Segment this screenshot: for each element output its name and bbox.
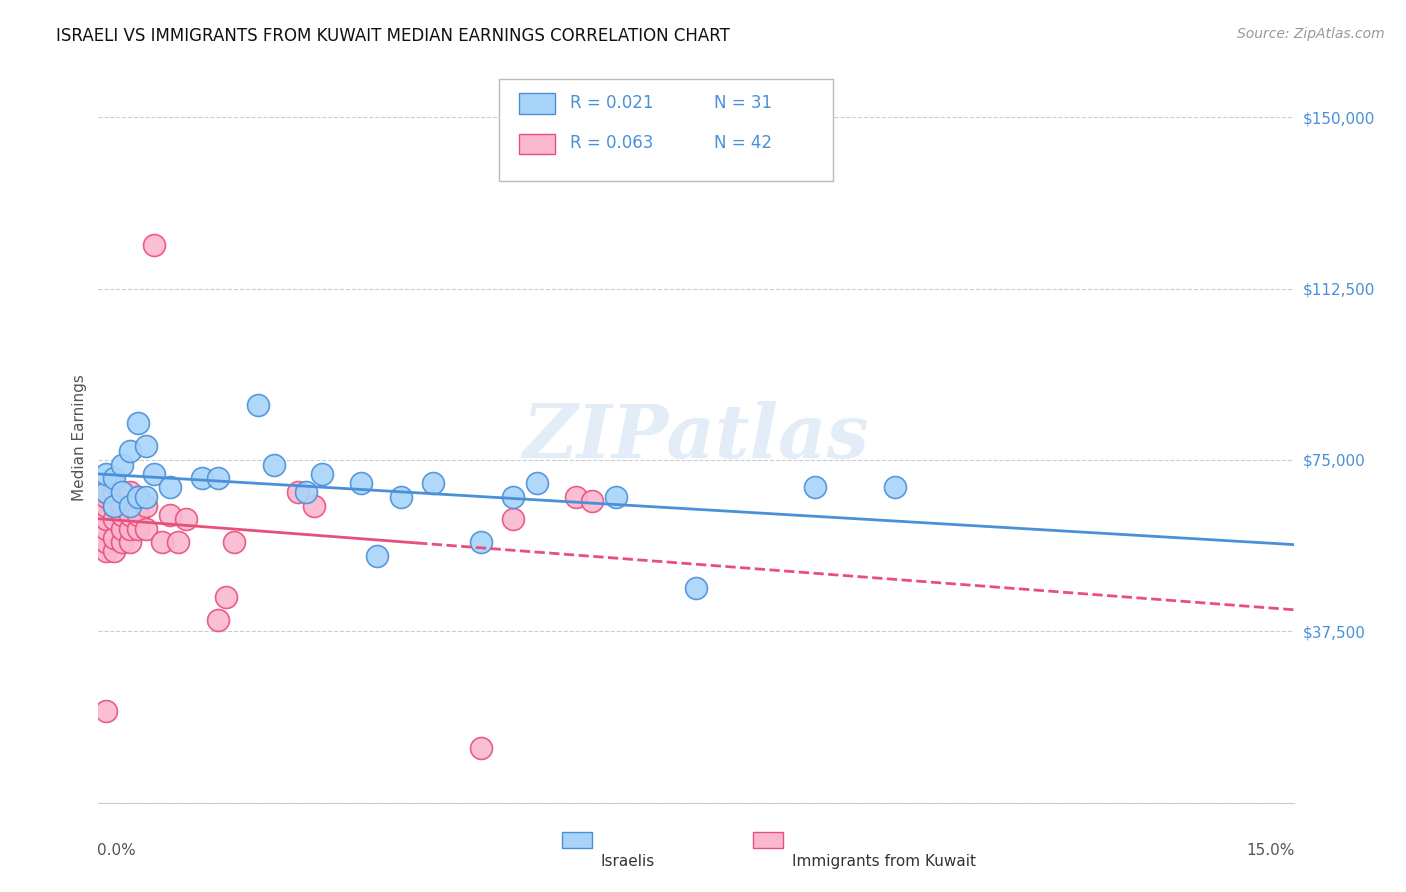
Point (103, 499, 125, 513)
Point (311, 467, 333, 481)
Point (127, 521, 149, 535)
Y-axis label: Median Earnings: Median Earnings (72, 374, 87, 500)
FancyBboxPatch shape (519, 134, 555, 154)
Point (103, 499, 125, 513)
Point (103, 531, 125, 545)
Point (294, 484, 316, 499)
Point (246, 398, 269, 412)
Point (111, 484, 134, 499)
Point (263, 458, 285, 472)
Point (565, 490, 588, 504)
Point (159, 508, 181, 522)
Point (215, 590, 238, 604)
Text: R = 0.021: R = 0.021 (571, 94, 654, 112)
Point (96, 490, 118, 504)
Point (96, 512, 118, 526)
Point (127, 417, 149, 431)
Point (120, 508, 142, 522)
Point (605, 490, 627, 504)
Point (526, 475, 548, 490)
Point (884, 480, 907, 494)
Point (685, 581, 707, 595)
Point (111, 508, 134, 522)
Point (111, 484, 134, 499)
Point (135, 439, 157, 453)
Point (143, 467, 166, 481)
Text: 15.0%: 15.0% (1246, 843, 1295, 858)
Point (143, 238, 166, 252)
Point (135, 490, 157, 504)
Point (111, 458, 134, 472)
FancyBboxPatch shape (519, 94, 555, 114)
Point (470, 740, 492, 755)
Point (127, 508, 149, 522)
Point (804, 480, 827, 494)
FancyBboxPatch shape (754, 832, 783, 848)
Point (103, 544, 125, 558)
Text: Immigrants from Kuwait: Immigrants from Kuwait (792, 854, 976, 869)
Point (96, 521, 118, 535)
Text: R = 0.063: R = 0.063 (571, 134, 654, 152)
Text: 0.0%: 0.0% (97, 843, 136, 858)
Point (470, 535, 492, 549)
Point (159, 480, 181, 494)
Point (366, 549, 388, 563)
Text: ZIPatlas: ZIPatlas (523, 401, 869, 474)
Point (287, 484, 309, 499)
Point (135, 499, 157, 513)
Point (96, 467, 118, 481)
Text: ISRAELI VS IMMIGRANTS FROM KUWAIT MEDIAN EARNINGS CORRELATION CHART: ISRAELI VS IMMIGRANTS FROM KUWAIT MEDIAN… (56, 27, 730, 45)
Point (150, 535, 173, 549)
Point (174, 512, 197, 526)
Point (207, 471, 229, 485)
Point (96, 705, 118, 719)
Point (103, 512, 125, 526)
FancyBboxPatch shape (562, 832, 592, 848)
Point (207, 613, 229, 627)
FancyBboxPatch shape (499, 78, 834, 181)
Point (120, 521, 142, 535)
Point (350, 475, 373, 490)
Point (120, 484, 142, 499)
Point (111, 521, 134, 535)
Point (167, 535, 190, 549)
Point (103, 475, 125, 490)
Point (111, 535, 134, 549)
Point (581, 494, 603, 508)
Point (389, 490, 412, 504)
Point (502, 490, 524, 504)
Point (302, 499, 325, 513)
Text: Israelis: Israelis (600, 854, 655, 869)
Point (127, 490, 149, 504)
Point (222, 535, 245, 549)
Point (103, 484, 125, 499)
Point (191, 471, 214, 485)
Point (422, 475, 444, 490)
Point (120, 535, 142, 549)
Point (127, 490, 149, 504)
Point (103, 471, 125, 485)
Point (120, 499, 142, 513)
Point (502, 512, 524, 526)
Point (96, 484, 118, 499)
Point (135, 521, 157, 535)
Text: N = 31: N = 31 (714, 94, 772, 112)
Point (111, 499, 134, 513)
Point (96, 499, 118, 513)
Point (96, 544, 118, 558)
Point (96, 484, 118, 499)
Point (96, 535, 118, 549)
Point (120, 443, 142, 458)
Text: Source: ZipAtlas.com: Source: ZipAtlas.com (1237, 27, 1385, 41)
Text: N = 42: N = 42 (714, 134, 772, 152)
